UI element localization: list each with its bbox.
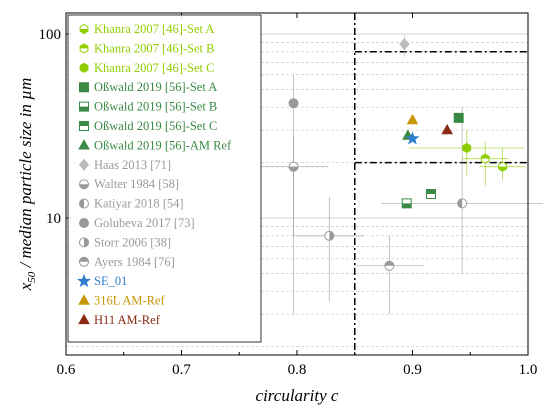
y-axis-title-rest: / median particle size in µm <box>16 78 35 272</box>
data-point <box>441 123 453 135</box>
legend-marker-fill <box>79 159 89 171</box>
legend-label: Oßwald 2019 [56]-Set C <box>94 119 217 133</box>
data-point-fill <box>481 154 490 159</box>
data-point <box>399 38 410 51</box>
data-point-fill <box>399 38 409 50</box>
legend-marker-fill <box>79 295 89 305</box>
legend-label: Oßwald 2019 [56]-Set B <box>94 100 217 114</box>
legend-label: 316L AM-Ref <box>94 294 166 308</box>
data-point <box>401 198 412 209</box>
data-point-fill <box>454 113 464 123</box>
legend-marker <box>79 179 89 190</box>
legend-marker-fill <box>79 82 89 92</box>
legend-marker <box>79 62 89 73</box>
legend-marker-fill <box>79 218 89 228</box>
data-point-fill <box>329 231 334 241</box>
data-point <box>480 153 490 164</box>
data-point <box>405 131 420 145</box>
legend-marker <box>77 273 91 288</box>
legend-marker-fill <box>84 237 89 247</box>
legend-label: SE_01 <box>94 274 127 288</box>
legend-marker <box>79 218 89 228</box>
data-point-fill <box>384 261 394 266</box>
data-point <box>324 230 335 241</box>
data-point <box>384 260 395 271</box>
legend-marker <box>79 198 89 209</box>
data-point-fill <box>289 98 299 108</box>
x-tick-label: 0.8 <box>288 362 307 378</box>
legend-marker <box>78 139 90 150</box>
x-tick-label: 1.0 <box>519 362 538 378</box>
x-tick-label: 0.6 <box>57 362 76 378</box>
legend-marker <box>79 82 89 93</box>
legend-marker-fill <box>80 63 88 73</box>
x-tick-label: 0.7 <box>172 362 191 378</box>
data-point <box>462 142 472 154</box>
legend-label: Oßwald 2019 [56]-AM Ref <box>94 138 232 152</box>
legend-marker <box>79 256 89 267</box>
legend-label: Katiyar 2018 [54] <box>94 197 184 211</box>
legend-marker-fill <box>79 314 89 324</box>
legend-label: H11 AM-Ref <box>94 313 161 327</box>
legend-marker <box>79 23 89 35</box>
data-point <box>498 161 507 172</box>
data-points <box>288 38 507 271</box>
legend-marker-fill <box>80 29 88 34</box>
legend-label: Haas 2013 [71] <box>94 158 171 172</box>
legend-marker <box>79 121 89 131</box>
legend-label: Khanra 2007 [46]-Set A <box>94 22 214 36</box>
x-axis-title: circularity c <box>256 386 339 405</box>
legend-marker <box>79 101 89 112</box>
legend-marker-fill <box>79 121 89 126</box>
legend-marker-fill <box>79 184 89 189</box>
legend: Khanra 2007 [46]-Set A Khanra 2007 [46]-S… <box>67 14 262 343</box>
error-bars <box>258 33 544 315</box>
data-point <box>288 98 299 109</box>
y-tick-label: 10 <box>46 211 61 227</box>
data-point <box>425 188 436 199</box>
legend-label: Ayers 1984 [76] <box>94 255 175 269</box>
legend-label: Oßwald 2019 [56]-Set A <box>94 80 217 94</box>
legend-label: Khanra 2007 [46]-Set B <box>94 41 214 55</box>
data-point-fill <box>462 143 471 153</box>
reference-lines <box>354 13 528 355</box>
x-tick-label: 0.9 <box>403 362 422 378</box>
data-point <box>457 198 468 209</box>
data-point-fill <box>426 189 436 194</box>
data-point-fill <box>442 125 453 134</box>
legend-marker <box>78 294 90 305</box>
data-point-fill <box>407 114 418 124</box>
data-point-fill <box>289 166 299 172</box>
legend-label: Khanra 2007 [46]-Set C <box>94 61 214 75</box>
legend-marker-fill <box>79 106 89 112</box>
legend-label: Walter 1984 [58] <box>94 177 179 191</box>
legend-marker-fill <box>79 140 89 149</box>
legend-marker <box>79 237 89 248</box>
y-tick-label: 100 <box>39 27 62 43</box>
legend-box <box>67 14 262 343</box>
legend-marker-fill <box>79 257 89 262</box>
y-axis-title-main: x <box>16 282 35 291</box>
legend-marker-fill <box>79 199 84 209</box>
legend-marker <box>78 313 90 325</box>
data-point-fill <box>498 166 507 172</box>
legend-marker-fill <box>78 275 90 286</box>
data-point <box>453 112 464 123</box>
data-point <box>288 161 299 172</box>
data-point-fill <box>402 203 412 208</box>
data-point-fill <box>406 132 419 144</box>
legend-marker <box>79 43 89 54</box>
axis-ticks: 0.6 0.7 0.8 0.9 1.0 10 100 <box>39 13 538 378</box>
legend-label: Golubeva 2017 [73] <box>94 216 195 230</box>
legend-marker <box>78 158 90 171</box>
data-point-fill <box>457 198 463 208</box>
legend-marker-fill <box>80 43 88 49</box>
y-axis-title-subscript: 50 <box>26 271 38 283</box>
legend-label: Storr 2006 [38] <box>94 235 171 249</box>
data-point <box>406 113 419 125</box>
y-axis-title: x50 / median particle size in µm <box>16 78 38 292</box>
